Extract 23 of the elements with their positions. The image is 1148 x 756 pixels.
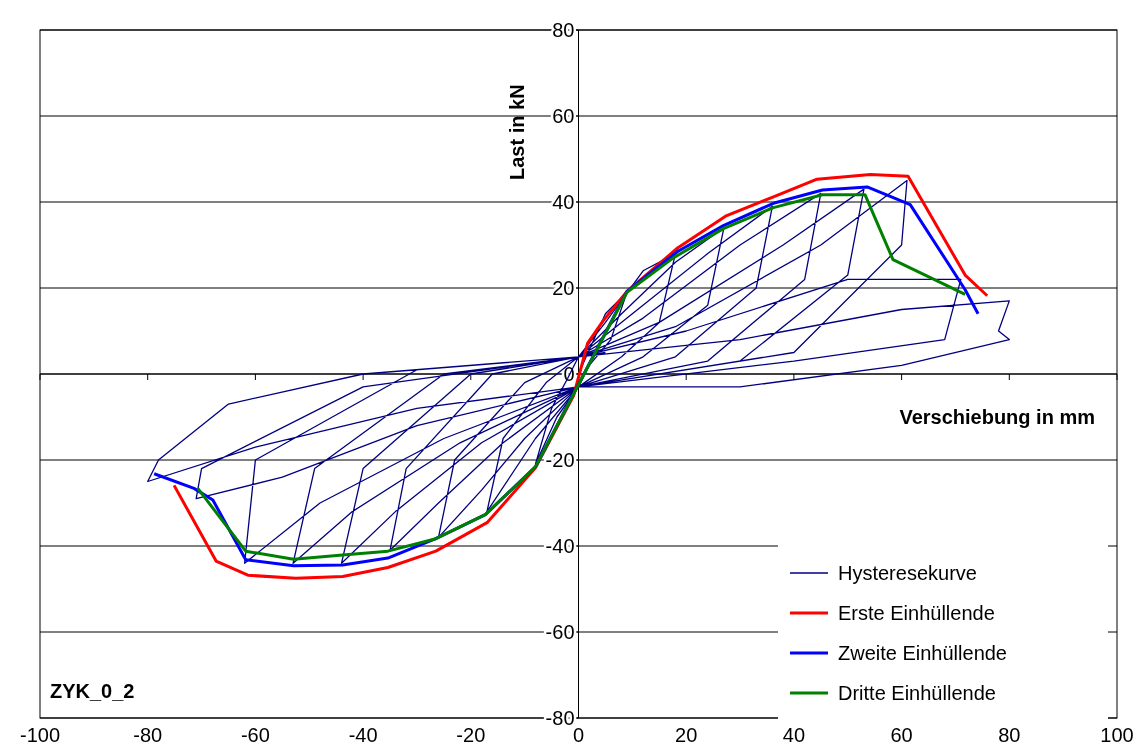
y-axis-title: Last in kN [505,84,528,180]
x-tick-label: 60 [890,724,913,746]
legend-label: Hysteresekurve [838,562,977,584]
legend-label: Zweite Einhüllende [838,642,1007,664]
annotation: ZYK_0_2 [50,680,135,702]
y-tick-label: -20 [545,449,575,471]
x-tick-label: -100 [19,724,61,746]
x-tick-label: 80 [998,724,1021,746]
legend-label: Dritte Einhüllende [838,682,996,704]
x-tick-label: 20 [675,724,698,746]
y-tick-label: -40 [545,535,575,557]
x-tick-label: -60 [240,724,270,746]
y-tick-label: 60 [552,105,575,127]
legend-label: Erste Einhüllende [838,602,995,624]
x-tick-label: 100 [1100,724,1134,746]
x-tick-label: 40 [782,724,806,746]
y-tick-label: -60 [545,621,575,643]
x-tick-label: -80 [133,724,163,746]
x-tick-label: -40 [348,724,378,746]
x-axis-title: Verschiebung in mm [899,406,1095,428]
y-tick-label: 20 [552,277,575,299]
y-tick-label: 40 [552,191,575,213]
x-tick-label: -20 [456,724,486,746]
